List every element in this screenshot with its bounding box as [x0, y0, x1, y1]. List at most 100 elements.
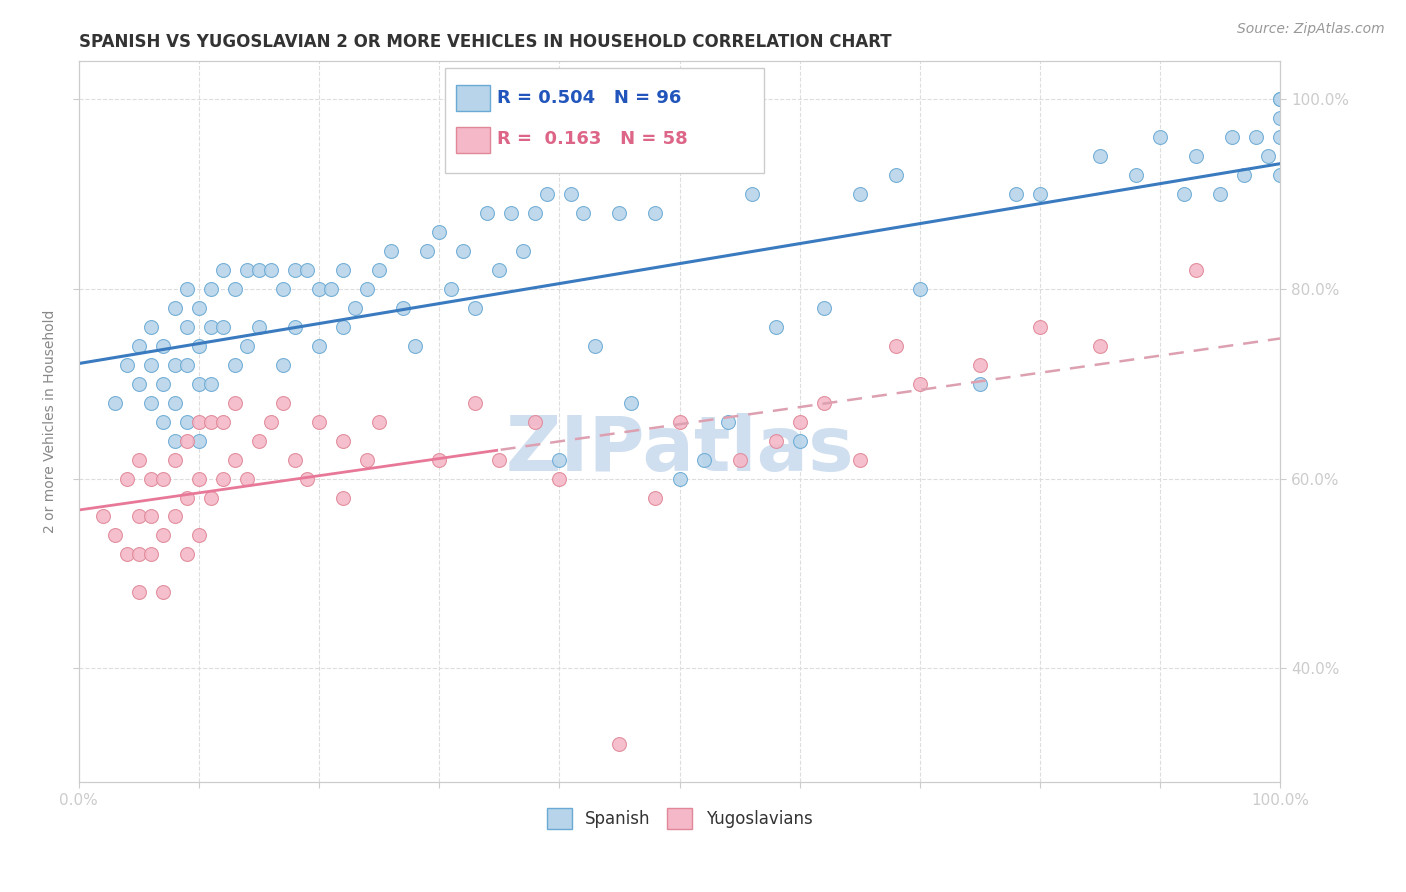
Point [1173, 186, 1195, 201]
Text: SPANISH VS YUGOSLAVIAN 2 OR MORE VEHICLES IN HOUSEHOLD CORRELATION CHART: SPANISH VS YUGOSLAVIAN 2 OR MORE VEHICLE… [79, 33, 891, 51]
Point [308, 338, 330, 352]
Point [152, 338, 174, 352]
Point [308, 282, 330, 296]
Point [1125, 168, 1147, 182]
Point [247, 434, 270, 448]
Point [1233, 168, 1256, 182]
Point [789, 434, 811, 448]
Point [1005, 186, 1028, 201]
Point [212, 319, 235, 334]
Point [1185, 149, 1208, 163]
FancyBboxPatch shape [446, 68, 763, 172]
Point [477, 205, 499, 219]
Point [284, 452, 307, 467]
FancyBboxPatch shape [456, 86, 489, 112]
Point [115, 358, 138, 372]
Point [332, 491, 354, 505]
Point [128, 585, 150, 599]
Point [236, 471, 259, 485]
Point [884, 168, 907, 182]
Point [271, 282, 294, 296]
Point [295, 471, 318, 485]
Point [176, 491, 198, 505]
Point [728, 452, 751, 467]
Point [104, 395, 127, 409]
Point [128, 376, 150, 391]
Point [1029, 319, 1052, 334]
Point [1246, 129, 1268, 144]
Point [813, 395, 835, 409]
Point [200, 376, 222, 391]
Point [404, 338, 426, 352]
Point [1220, 129, 1243, 144]
Point [200, 415, 222, 429]
Point [464, 395, 486, 409]
Point [139, 548, 162, 562]
Text: ZIPatlas: ZIPatlas [505, 413, 853, 487]
Point [163, 434, 186, 448]
Point [187, 471, 209, 485]
Point [548, 471, 571, 485]
Point [583, 338, 606, 352]
Point [139, 319, 162, 334]
Point [104, 528, 127, 542]
Point [115, 548, 138, 562]
Point [247, 319, 270, 334]
Point [212, 471, 235, 485]
Point [536, 186, 558, 201]
Point [224, 358, 246, 372]
Point [692, 452, 714, 467]
Point [152, 415, 174, 429]
Point [163, 509, 186, 524]
Point [319, 282, 342, 296]
Point [271, 358, 294, 372]
Point [440, 282, 463, 296]
Point [368, 415, 391, 429]
Point [152, 471, 174, 485]
Point [152, 585, 174, 599]
Point [176, 358, 198, 372]
Point [128, 338, 150, 352]
Point [380, 244, 402, 258]
Point [427, 225, 450, 239]
Point [260, 262, 283, 277]
Point [849, 186, 872, 201]
Point [212, 415, 235, 429]
Point [524, 415, 547, 429]
Point [1149, 129, 1171, 144]
Point [884, 338, 907, 352]
Point [1029, 186, 1052, 201]
Point [224, 282, 246, 296]
Point [176, 415, 198, 429]
Point [200, 282, 222, 296]
Point [1257, 149, 1279, 163]
Point [572, 205, 595, 219]
FancyBboxPatch shape [456, 128, 489, 153]
Point [1270, 111, 1292, 125]
Point [163, 301, 186, 315]
Point [908, 282, 931, 296]
Point [128, 548, 150, 562]
Point [741, 186, 763, 201]
Point [152, 376, 174, 391]
Point [512, 244, 534, 258]
Point [849, 452, 872, 467]
Point [308, 415, 330, 429]
Point [91, 509, 114, 524]
Point [224, 395, 246, 409]
Point [139, 395, 162, 409]
Point [620, 395, 643, 409]
Point [344, 301, 367, 315]
Point [560, 186, 582, 201]
Point [1270, 92, 1292, 106]
Point [260, 415, 283, 429]
Point [1088, 149, 1111, 163]
Point [163, 452, 186, 467]
Point [152, 528, 174, 542]
Point [668, 415, 690, 429]
Y-axis label: 2 or more Vehicles in Household: 2 or more Vehicles in Household [44, 310, 58, 533]
Point [392, 301, 415, 315]
Point [236, 338, 259, 352]
Point [789, 415, 811, 429]
Point [176, 319, 198, 334]
